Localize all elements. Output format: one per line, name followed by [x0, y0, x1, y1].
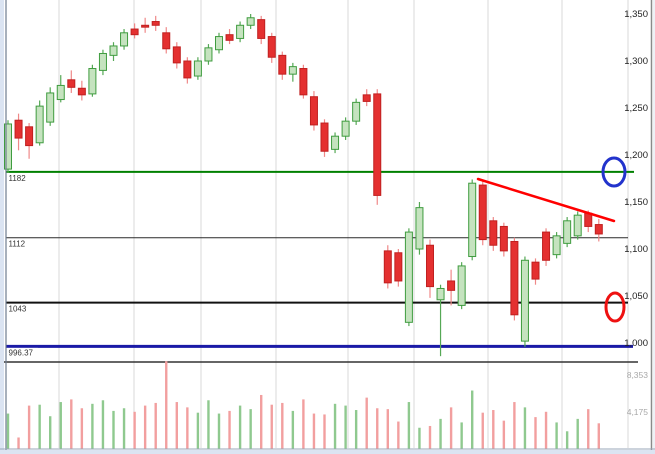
price-tick-label: 1,300	[624, 56, 648, 67]
price-tick-label: 1,100	[624, 244, 648, 255]
frame-right-strip	[653, 0, 655, 454]
candle-down	[394, 252, 403, 282]
frame-left-strip	[0, 0, 4, 454]
candle-down	[267, 36, 276, 58]
candle-up	[204, 47, 213, 62]
candle-down	[25, 126, 34, 147]
candle-down	[130, 28, 139, 36]
price-tick-label: 1,050	[624, 291, 648, 302]
candle-up	[35, 105, 44, 144]
candle-up	[46, 92, 55, 123]
volume-axis-labels: 8,353 4,175	[627, 370, 649, 417]
candle-up	[215, 36, 223, 51]
level-line-label: 1043	[9, 305, 27, 314]
candle-down	[162, 32, 171, 50]
volume-tick-label: 8,353	[627, 370, 649, 380]
candle-down	[299, 68, 308, 96]
candle-down	[67, 79, 76, 88]
candle-up	[341, 120, 350, 137]
candle-down	[362, 94, 371, 102]
red-circle	[604, 291, 626, 323]
price-tick-label: 1,000	[624, 338, 648, 349]
candle-down	[478, 184, 487, 241]
candle-up	[56, 84, 65, 101]
candle-down	[309, 96, 318, 126]
candle-down	[373, 93, 382, 196]
candle-up	[288, 66, 297, 75]
candle-down	[278, 54, 287, 75]
candle-up	[520, 259, 529, 342]
candle-up	[98, 52, 107, 71]
level-label-bg	[7, 347, 38, 357]
blue-circle	[601, 156, 627, 188]
price-tick-label: 1,150	[624, 197, 648, 208]
candle-down	[225, 34, 234, 41]
candle-up	[552, 235, 561, 256]
candle-down	[172, 46, 181, 64]
level-label-bg	[7, 239, 29, 249]
candle-up	[331, 135, 340, 150]
level-line-label: 1182	[9, 174, 27, 183]
level-label-bg	[7, 304, 29, 314]
candle-up	[4, 123, 12, 170]
candle-up	[563, 220, 572, 244]
volume-tick-label: 4,175	[627, 407, 649, 417]
candle-down	[77, 87, 86, 96]
candle-up	[573, 214, 582, 237]
candle-down	[257, 19, 266, 39]
descending-trendline	[476, 177, 616, 223]
candle-up	[246, 17, 255, 26]
candle-down	[14, 119, 23, 139]
candle-down	[426, 244, 434, 288]
level-line-label: 1112	[9, 240, 26, 249]
candle-down	[141, 24, 150, 28]
level-line-label: 996.37	[9, 348, 34, 357]
candle-up	[415, 207, 424, 250]
candle-down	[151, 21, 160, 26]
candle-up	[120, 32, 129, 47]
volume-bars	[6, 361, 600, 449]
level-line-labels: 1182 1112 1043 996.37	[7, 173, 38, 357]
candle-up	[404, 231, 413, 323]
candle-down	[320, 122, 329, 152]
price-axis-labels: 1,350 1,300 1,250 1,200 1,150 1,100 1,050 1,000	[624, 9, 648, 349]
level-label-bg	[7, 173, 29, 183]
candle-down	[499, 225, 508, 252]
candle-down	[447, 280, 456, 291]
candle-down	[489, 220, 498, 246]
price-tick-label: 1,200	[624, 150, 648, 161]
candle-up	[457, 265, 466, 306]
price-tick-label: 1,250	[624, 103, 648, 114]
candle-down	[510, 240, 519, 316]
candle-down	[183, 60, 192, 79]
candle-down	[542, 231, 551, 261]
candle-up	[109, 45, 118, 56]
candle-up	[352, 101, 361, 122]
candle-up	[193, 60, 202, 77]
candle-up	[236, 24, 245, 39]
candles	[4, 14, 603, 357]
candle-down	[594, 224, 603, 235]
candle-up	[436, 287, 445, 301]
candle-up	[468, 182, 477, 258]
candle-down	[383, 250, 392, 284]
frame-bottom-strip	[0, 450, 655, 454]
candle-up	[88, 68, 97, 95]
candle-down	[584, 212, 593, 227]
price-tick-label: 1,350	[624, 9, 648, 20]
candle-down	[531, 261, 540, 280]
